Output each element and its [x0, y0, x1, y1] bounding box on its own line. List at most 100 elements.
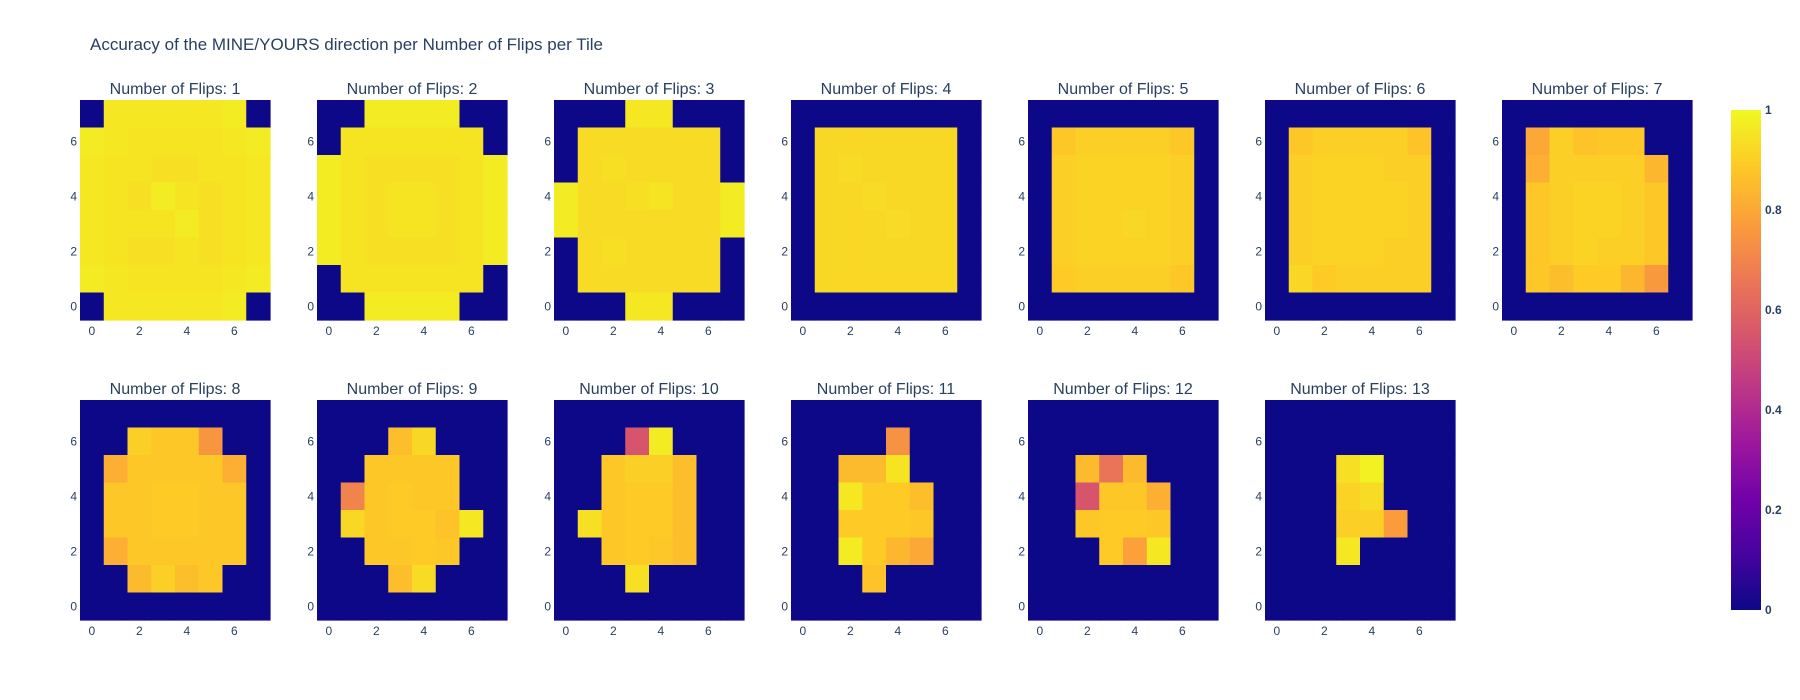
heatmap-cell — [1360, 565, 1385, 594]
heatmap-cell — [1336, 510, 1361, 539]
y-tick-label: 0 — [1492, 299, 1499, 313]
heatmap-cell — [1407, 182, 1432, 211]
y-tick-label: 4 — [544, 489, 551, 503]
heatmap-cell — [175, 237, 200, 266]
heatmap-cell — [862, 510, 887, 539]
heatmap-cell — [1099, 482, 1124, 511]
heatmap-cell — [175, 182, 200, 211]
heatmap-cell — [317, 565, 342, 594]
x-tick-label: 0 — [563, 324, 570, 338]
heatmap-cell — [1028, 237, 1053, 266]
panel-title: Number of Flips: 12 — [1053, 381, 1193, 398]
heatmap-cell — [198, 127, 224, 156]
heatmap-cell — [791, 155, 816, 184]
heatmap-cell — [601, 265, 626, 294]
heatmap-cell — [317, 510, 342, 539]
heatmap-cell — [1099, 537, 1124, 566]
heatmap-cell — [1573, 100, 1598, 129]
heatmap-cell — [1668, 100, 1693, 129]
heatmap-cell — [103, 155, 129, 184]
heatmap-cell — [886, 565, 911, 594]
heatmap-cell — [909, 292, 935, 321]
heatmap-cell — [388, 455, 413, 484]
heatmap-cell — [957, 182, 982, 211]
heatmap-panel-3: Number of Flips: 3 0 2 4 6 0 2 4 6 — [544, 81, 745, 338]
heatmap-cell — [814, 592, 840, 621]
heatmap-cell — [791, 400, 816, 429]
y-tick-label: 2 — [1255, 244, 1262, 258]
heatmap-cell — [435, 237, 461, 266]
heatmap-cell — [1051, 182, 1077, 211]
heatmap-cell — [554, 592, 579, 621]
heatmap-cell — [435, 210, 461, 239]
heatmap-cell — [957, 455, 982, 484]
heatmap-cell — [175, 127, 200, 156]
y-tick-label: 2 — [1255, 544, 1262, 558]
heatmap-cell — [317, 537, 342, 566]
heatmap-cell — [151, 210, 176, 239]
heatmap-cell — [412, 127, 437, 156]
heatmap-cell — [1028, 210, 1053, 239]
x-tick-label: 2 — [847, 624, 854, 638]
heatmap-cell — [80, 537, 105, 566]
heatmap-cell — [1170, 100, 1195, 129]
heatmap-cell — [1075, 182, 1100, 211]
heatmap-cell — [1668, 127, 1693, 156]
heatmap-cell — [577, 510, 603, 539]
heatmap-cell — [1051, 155, 1077, 184]
heatmap-cell — [198, 182, 224, 211]
heatmap-cell — [720, 427, 745, 456]
heatmap-cell — [435, 127, 461, 156]
heatmap-cell — [1312, 510, 1337, 539]
x-tick-label: 0 — [800, 324, 807, 338]
heatmap-cell — [1525, 100, 1551, 129]
x-tick-label: 4 — [658, 624, 665, 638]
heatmap-cell — [1360, 482, 1385, 511]
heatmap-cell — [198, 400, 224, 429]
heatmap-cell — [1265, 237, 1290, 266]
heatmap-cell — [909, 210, 935, 239]
heatmap-cell — [1099, 592, 1124, 621]
heatmap-cell — [791, 237, 816, 266]
heatmap-cell — [720, 237, 745, 266]
heatmap-cell — [838, 292, 863, 321]
heatmap-cell — [1336, 400, 1361, 429]
heatmap-cell — [1360, 265, 1385, 294]
heatmap-cell — [577, 100, 603, 129]
heatmap-cell — [127, 482, 152, 511]
heatmap-cell — [222, 100, 247, 129]
heatmap-cell — [1051, 592, 1077, 621]
x-tick-label: 0 — [89, 624, 96, 638]
heatmap-cell — [151, 565, 176, 594]
heatmap-cell — [814, 482, 840, 511]
heatmap-cell — [103, 482, 129, 511]
heatmap-cell — [1431, 100, 1456, 129]
heatmap-cell — [1194, 292, 1219, 321]
heatmap-cell — [80, 592, 105, 621]
heatmap-cell — [862, 210, 887, 239]
heatmap-cell — [1502, 265, 1527, 294]
heatmap-cell — [957, 127, 982, 156]
heatmap-cell — [696, 592, 721, 621]
heatmap-cell — [601, 592, 626, 621]
heatmap-cell — [1383, 565, 1409, 594]
heatmap-cell — [246, 292, 271, 321]
heatmap-cell — [1644, 100, 1669, 129]
heatmap-cell — [1407, 100, 1432, 129]
heatmap-cell — [483, 482, 508, 511]
heatmap-cell — [1123, 292, 1148, 321]
heatmap-cell — [103, 127, 129, 156]
heatmap-cell — [435, 265, 461, 294]
heatmap-cell — [1336, 100, 1361, 129]
heatmap-cell — [625, 292, 650, 321]
y-tick-label: 2 — [307, 244, 314, 258]
heatmap-cell — [696, 455, 721, 484]
heatmap-cell — [1123, 592, 1148, 621]
heatmap-cell — [1028, 592, 1053, 621]
heatmap-cell — [1383, 127, 1409, 156]
heatmap-cell — [340, 210, 366, 239]
heatmap-cell — [1407, 510, 1432, 539]
heatmap-cell — [198, 237, 224, 266]
heatmap-cell — [1360, 237, 1385, 266]
heatmap-cell — [1051, 455, 1077, 484]
